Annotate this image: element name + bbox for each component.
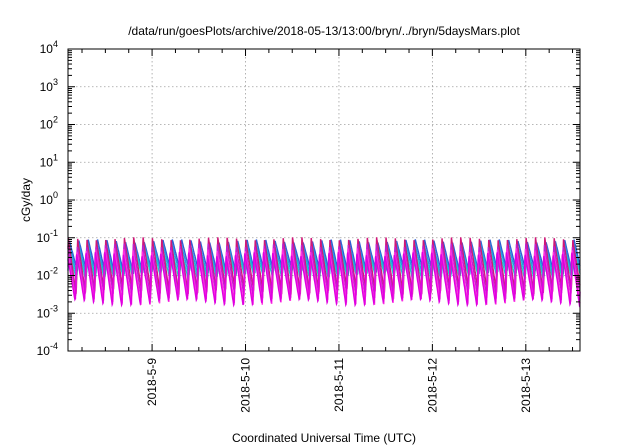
series-line [67, 243, 581, 299]
x-axis: 2018-5-9 2018-5-10 2018-5-11 2018-5-12 2018-… [81, 49, 574, 413]
y-tick-label: 104 [40, 39, 58, 56]
series-line [67, 251, 581, 308]
y-tick-label: 10-3 [37, 303, 58, 320]
y-axis-label: cGy/day [19, 178, 33, 222]
y-axis: 10-4 10-3 10-2 10-1 100 101 102 103 104 [37, 39, 580, 358]
grid [68, 49, 580, 351]
x-tick-label: 2018-5-10 [239, 358, 253, 413]
y-tick-label: 10-1 [37, 228, 58, 245]
x-tick-label: 2018-5-13 [519, 358, 533, 413]
y-tick-label: 101 [40, 152, 58, 169]
x-tick-label: 2018-5-9 [145, 358, 159, 406]
y-tick-label: 102 [40, 115, 58, 132]
y-tick-label: 100 [40, 190, 58, 207]
series-group [67, 237, 581, 308]
x-axis-label: Coordinated Universal Time (UTC) [232, 431, 416, 445]
y-tick-label: 10-4 [37, 341, 58, 358]
y-tick-label: 10-2 [37, 266, 58, 283]
chart-title: /data/run/goesPlots/archive/2018-05-13/1… [128, 24, 520, 38]
x-tick-label: 2018-5-12 [425, 358, 439, 413]
series-line [67, 237, 581, 295]
x-tick-label: 2018-5-11 [332, 358, 346, 412]
y-tick-label: 103 [40, 77, 58, 94]
